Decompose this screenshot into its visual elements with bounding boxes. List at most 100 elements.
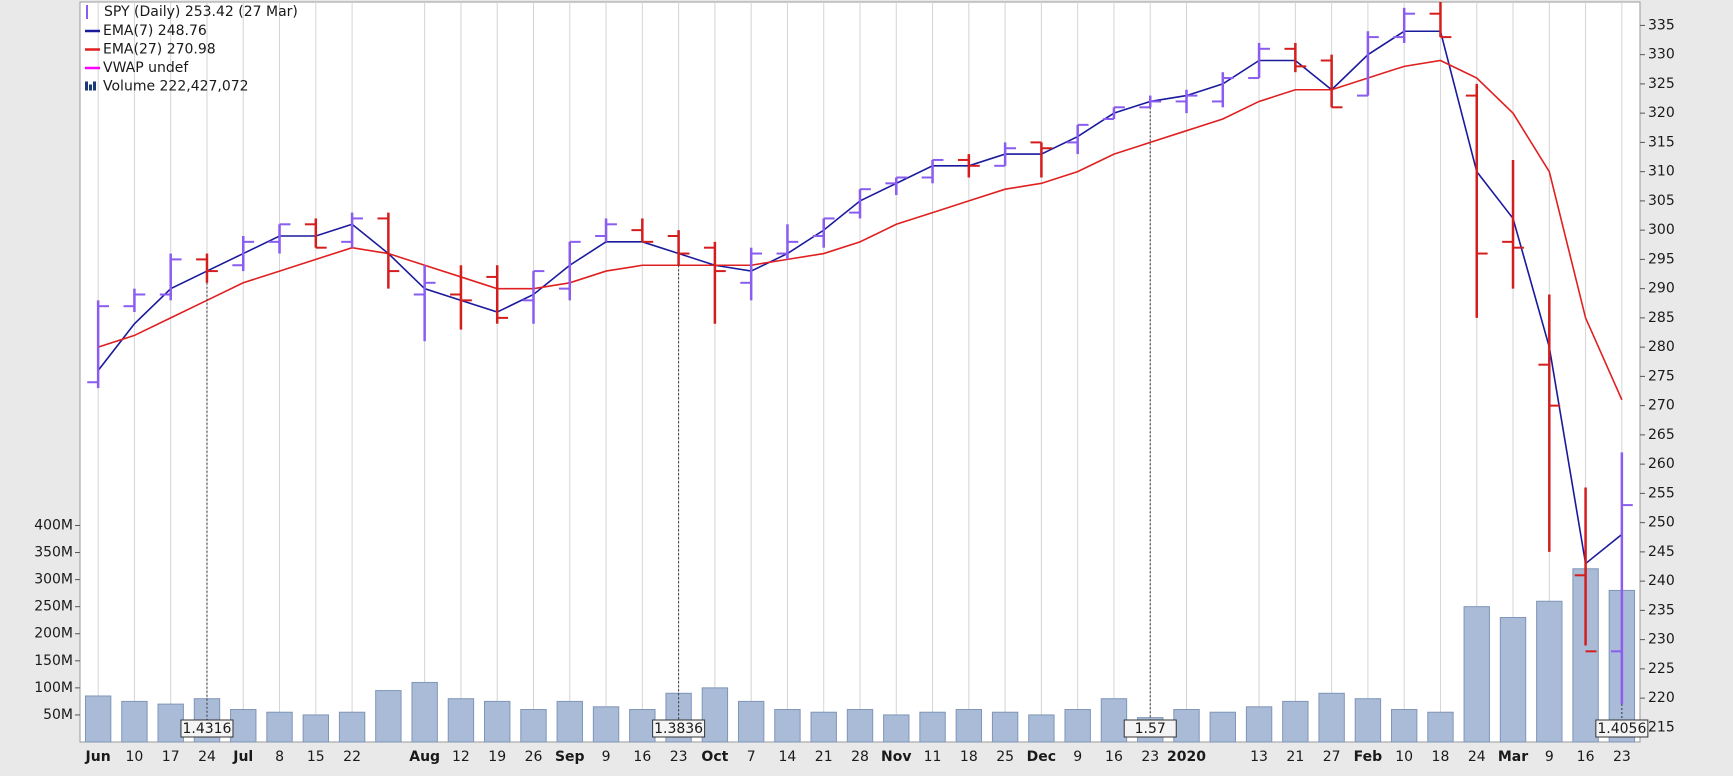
x-tick-label: Nov bbox=[881, 749, 911, 765]
legend-entry: Volume 222,427,072 bbox=[103, 79, 249, 95]
x-tick-label: 9 bbox=[1073, 749, 1082, 765]
annotation-box bbox=[652, 719, 706, 738]
annotation-label: 1.4056 bbox=[1597, 721, 1646, 737]
y-tick-label: 295 bbox=[1648, 251, 1675, 267]
legend-entry: EMA(7) 248.76 bbox=[103, 23, 207, 39]
volume-bar bbox=[846, 709, 874, 743]
x-tick-label: 9 bbox=[602, 749, 611, 765]
x-tick-label: 16 bbox=[1577, 749, 1595, 765]
volume-bar bbox=[919, 711, 946, 743]
annotation-box bbox=[1123, 719, 1177, 738]
x-tick-label: 14 bbox=[779, 749, 797, 765]
y-tick-label: 250 bbox=[1648, 515, 1675, 531]
y2-tick-label: 100M bbox=[34, 680, 73, 696]
x-tick-label: Sep bbox=[555, 749, 585, 765]
y-tick-label: 330 bbox=[1648, 47, 1675, 63]
volume-bar bbox=[955, 709, 983, 743]
x-tick-label: 18 bbox=[960, 749, 978, 765]
volume-bar bbox=[484, 700, 511, 743]
y-tick-label: 225 bbox=[1648, 661, 1675, 677]
y-tick-label: 280 bbox=[1648, 339, 1675, 355]
y-tick-label: 285 bbox=[1648, 310, 1675, 326]
x-tick-label: 26 bbox=[525, 749, 543, 765]
y-tick-label: 290 bbox=[1648, 281, 1675, 297]
x-tick-label: Dec bbox=[1027, 749, 1056, 765]
annotation-box bbox=[180, 719, 234, 738]
x-tick-label: 18 bbox=[1432, 749, 1450, 765]
x-tick-label: 2020 bbox=[1167, 749, 1206, 765]
legend-icon bbox=[85, 81, 88, 91]
volume-bar bbox=[1463, 606, 1490, 743]
x-tick-label: 17 bbox=[162, 749, 180, 765]
legend-entry: VWAP undef bbox=[103, 60, 189, 76]
volume-bar bbox=[737, 700, 765, 743]
legend-icon bbox=[93, 81, 96, 91]
volume-bar bbox=[302, 714, 330, 743]
x-tick-label: 22 bbox=[343, 749, 361, 765]
y-tick-label: 300 bbox=[1648, 222, 1675, 238]
y-tick-label: 240 bbox=[1648, 573, 1675, 589]
y2-tick-label: 400M bbox=[34, 517, 73, 533]
volume-bar bbox=[556, 700, 583, 743]
volume-bar bbox=[157, 703, 184, 743]
x-tick-label: 9 bbox=[1545, 749, 1554, 765]
volume-bar bbox=[266, 711, 293, 743]
volume-bar bbox=[1173, 709, 1200, 743]
x-tick-label: 23 bbox=[1141, 749, 1159, 765]
y2-tick-label: 250M bbox=[34, 599, 73, 615]
x-tick-label: 27 bbox=[1323, 749, 1341, 765]
y-tick-label: 215 bbox=[1648, 719, 1675, 735]
y-tick-label: 255 bbox=[1648, 485, 1675, 501]
legend-entry: EMA(27) 270.98 bbox=[103, 42, 216, 58]
volume-bar bbox=[1427, 711, 1454, 743]
volume-bar bbox=[1245, 706, 1273, 743]
volume-bar bbox=[1100, 698, 1128, 743]
volume-bar bbox=[1536, 600, 1563, 743]
volume-bar bbox=[810, 711, 837, 743]
y2-tick-label: 150M bbox=[34, 653, 73, 669]
x-tick-label: Feb bbox=[1354, 749, 1383, 765]
volume-bar bbox=[629, 709, 656, 743]
y2-tick-label: 50M bbox=[43, 707, 73, 723]
volume-bar bbox=[1064, 709, 1091, 743]
x-tick-label: 23 bbox=[670, 749, 688, 765]
volume-bar bbox=[592, 706, 620, 743]
y-tick-label: 230 bbox=[1648, 632, 1675, 648]
y-tick-label: 275 bbox=[1648, 368, 1675, 384]
legend-icon bbox=[89, 84, 92, 91]
volume-bar bbox=[1209, 711, 1236, 743]
volume-bar bbox=[701, 687, 729, 743]
volume-bar bbox=[1354, 698, 1382, 743]
volume-bar bbox=[375, 690, 402, 743]
volume-bar bbox=[230, 709, 257, 743]
annotation-label: 1.4316 bbox=[182, 721, 231, 737]
volume-bar bbox=[1390, 709, 1418, 743]
volume-bar bbox=[1572, 568, 1599, 743]
y-tick-label: 315 bbox=[1648, 134, 1675, 150]
legend-title: SPY (Daily) 253.42 (27 Mar) bbox=[104, 4, 298, 20]
x-tick-label: Mar bbox=[1498, 749, 1528, 765]
x-tick-label: 28 bbox=[851, 749, 869, 765]
grid bbox=[97, 2, 1623, 742]
y-tick-label: 320 bbox=[1648, 105, 1675, 121]
y-tick-label: 265 bbox=[1648, 427, 1675, 443]
volume-bar bbox=[1318, 692, 1345, 743]
y-tick-label: 305 bbox=[1648, 193, 1675, 209]
legend: SPY (Daily) 253.42 (27 Mar) EMA(7) 248.76… bbox=[85, 4, 298, 95]
volume-bar bbox=[121, 700, 148, 743]
volume-bar bbox=[1282, 700, 1309, 743]
x-tick-label: Jun bbox=[85, 749, 111, 765]
x-tick-label: 23 bbox=[1613, 749, 1631, 765]
y-tick-label: 260 bbox=[1648, 456, 1675, 472]
x-tick-label: 11 bbox=[924, 749, 942, 765]
volume-bar bbox=[338, 711, 366, 743]
volume-bar bbox=[84, 695, 112, 743]
y-tick-label: 235 bbox=[1648, 602, 1675, 618]
x-tick-label: 13 bbox=[1250, 749, 1268, 765]
x-tick-label: Oct bbox=[701, 749, 728, 765]
y2-tick-label: 350M bbox=[34, 545, 73, 561]
x-tick-label: 24 bbox=[198, 749, 216, 765]
x-tick-label: 21 bbox=[815, 749, 833, 765]
